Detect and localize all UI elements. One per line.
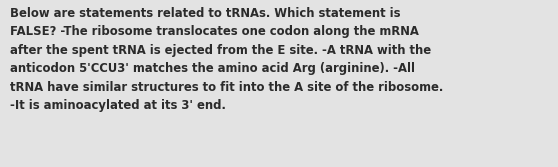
Text: Below are statements related to tRNAs. Which statement is
FALSE? -The ribosome t: Below are statements related to tRNAs. W… — [10, 7, 443, 112]
